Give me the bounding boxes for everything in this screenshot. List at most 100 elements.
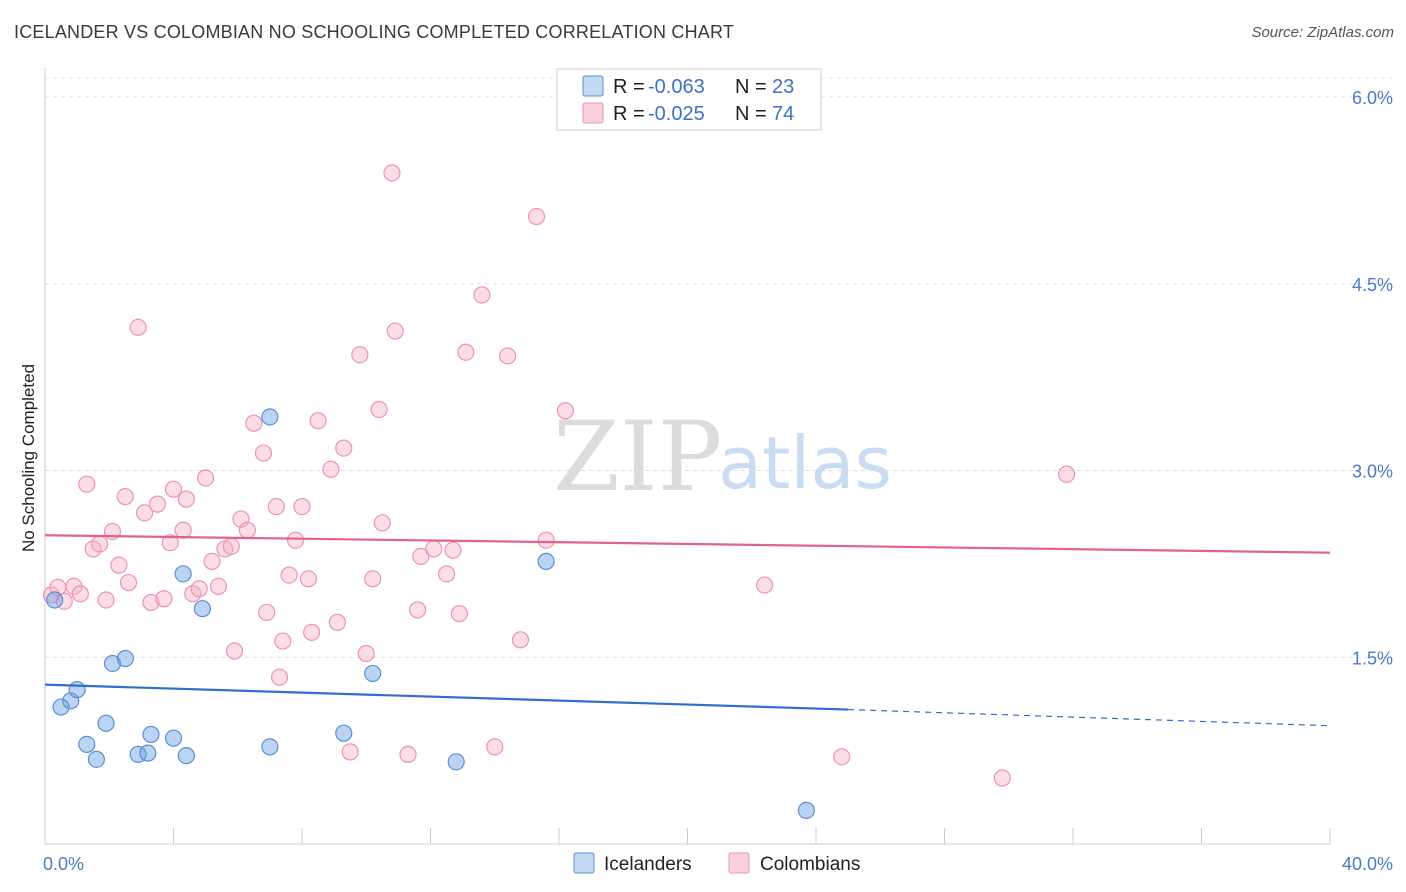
colombians-point-33 <box>254 444 273 462</box>
x-tick-labels: 0.0% 40.0% <box>43 854 1393 874</box>
colombians-point-4 <box>71 585 89 603</box>
bottom-legend-icelanders: Icelanders <box>604 854 692 875</box>
colombians-point-73 <box>1057 465 1076 483</box>
colombians-point-18 <box>161 534 179 552</box>
icelanders-point-1 <box>52 698 70 716</box>
colombians-point-16 <box>148 495 167 513</box>
colombians-point-46 <box>335 439 353 457</box>
colombians-point-7 <box>91 535 109 553</box>
y-tick-label-0: 1.5% <box>1352 648 1393 668</box>
colombians-point-69 <box>556 402 575 420</box>
colombians-point-25 <box>203 552 221 570</box>
colombians-point-61 <box>450 605 469 623</box>
icelanders-point-6 <box>97 714 115 732</box>
colombians-point-58 <box>425 540 443 558</box>
icelanders-point-12 <box>164 729 183 747</box>
colombians-point-49 <box>357 644 375 663</box>
icelanders-point-5 <box>87 750 106 768</box>
icelanders-point-17 <box>261 738 279 756</box>
colombians-point-59 <box>437 565 456 583</box>
icelanders-point-16 <box>261 408 279 426</box>
y-tick-labels: 1.5% 3.0% 4.5% 6.0% <box>1352 88 1393 668</box>
icelanders-trend-extension <box>848 708 1331 727</box>
series-colombians <box>42 164 1076 787</box>
colombians-point-26 <box>209 577 228 595</box>
colombians-point-72 <box>993 769 1011 787</box>
colombians-point-60 <box>444 541 462 559</box>
colombians-point-64 <box>486 738 504 756</box>
bottom-legend-swatch-colombians <box>728 852 750 874</box>
colombians-point-57 <box>412 547 430 566</box>
colombians-point-71 <box>833 748 851 766</box>
colombians-point-32 <box>245 414 263 432</box>
legend-r-value-icelanders: -0.063 <box>648 76 705 98</box>
icelanders-point-8 <box>116 649 134 668</box>
icelanders-point-22 <box>797 801 815 819</box>
icelanders-trend-line <box>44 683 849 711</box>
colombians-point-47 <box>341 743 359 761</box>
colombians-point-39 <box>286 531 305 549</box>
icelanders-point-14 <box>177 747 195 765</box>
icelanders-point-19 <box>364 664 382 683</box>
icelanders-point-13 <box>174 565 192 583</box>
colombians-point-62 <box>457 343 475 361</box>
colombians-point-52 <box>373 514 391 532</box>
y-axis-label: No Schooling Completed <box>19 364 38 552</box>
colombians-point-37 <box>274 632 292 650</box>
colombians-point-40 <box>293 498 311 516</box>
colombians-point-42 <box>303 623 321 641</box>
icelanders-point-10 <box>139 744 157 762</box>
watermark-zip: ZIP <box>553 401 722 513</box>
icelanders-point-18 <box>335 724 353 742</box>
colombians-point-70 <box>755 576 774 594</box>
icelanders-point-20 <box>447 753 465 771</box>
icelanders-point-7 <box>103 654 122 673</box>
colombians-point-20 <box>174 521 192 539</box>
icelanders-point-11 <box>142 725 160 744</box>
colombians-point-54 <box>386 322 404 340</box>
colombians-point-38 <box>280 566 298 584</box>
colombians-trend-line <box>44 534 1331 554</box>
legend-r-value-colombians: -0.025 <box>648 103 705 125</box>
colombians-point-23 <box>190 580 208 598</box>
colombians-point-50 <box>364 570 382 588</box>
icelanders-point-3 <box>68 681 86 699</box>
colombians-point-15 <box>142 593 160 612</box>
x-tick-label-1: 40.0% <box>1342 854 1393 874</box>
legend-swatch-colombians <box>582 102 604 124</box>
colombians-point-11 <box>116 488 134 506</box>
colombians-point-10 <box>110 556 128 574</box>
legend-n-label: N = <box>735 76 767 98</box>
colombians-point-35 <box>267 498 285 516</box>
colombians-point-63 <box>473 286 491 304</box>
colombians-point-13 <box>129 318 147 336</box>
colombians-point-14 <box>135 504 154 522</box>
colombians-point-36 <box>270 668 289 686</box>
axes <box>44 68 1331 845</box>
colombians-point-41 <box>299 570 318 588</box>
colombians-point-28 <box>222 537 240 556</box>
grid-lines <box>45 77 1392 658</box>
colombians-point-31 <box>238 521 256 539</box>
icelanders-point-15 <box>193 600 212 618</box>
colombians-point-48 <box>351 346 369 364</box>
source-label: Source: ZipAtlas.com <box>1251 24 1394 41</box>
colombians-point-17 <box>155 590 173 608</box>
colombians-point-34 <box>258 603 276 622</box>
colombians-point-8 <box>97 591 115 609</box>
series-legend: Icelanders Colombians <box>573 852 860 875</box>
bottom-legend-swatch-icelanders <box>573 852 595 874</box>
y-tick-label-1: 3.0% <box>1352 462 1393 482</box>
legend-n-value-icelanders: 23 <box>772 76 794 98</box>
colombians-point-65 <box>499 347 517 365</box>
colombians-point-66 <box>511 631 530 649</box>
correlation-legend: R = -0.063 N = 23 R = -0.025 N = 74 <box>556 68 822 131</box>
icelanders-point-21 <box>537 552 555 570</box>
chart-title: ICELANDER VS COLOMBIAN NO SCHOOLING COMP… <box>14 22 735 42</box>
watermark-atlas: atlas <box>718 421 892 505</box>
watermark: ZIP atlas <box>553 401 892 513</box>
colombians-point-29 <box>225 642 244 660</box>
colombians-point-67 <box>527 207 546 226</box>
colombians-point-21 <box>177 490 195 508</box>
